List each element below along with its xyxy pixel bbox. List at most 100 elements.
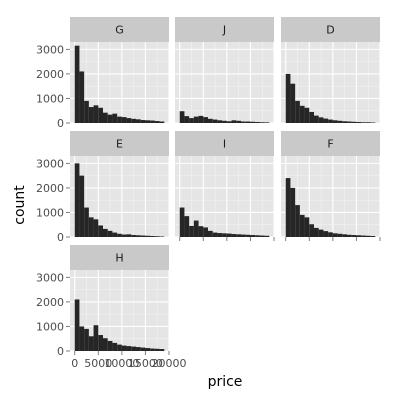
histogram-bar: [255, 122, 260, 123]
histogram-bar: [159, 121, 165, 123]
histogram-bar: [117, 233, 122, 237]
y-axis-title: count: [12, 185, 28, 225]
histogram-bar: [140, 235, 146, 237]
histogram-bar: [117, 116, 122, 123]
histogram-bar: [217, 120, 223, 123]
histogram-bar: [126, 346, 132, 351]
histogram-bar: [121, 117, 127, 123]
histogram-bar: [98, 335, 103, 351]
histogram-bar: [154, 121, 160, 123]
histogram-bar: [154, 236, 160, 237]
histogram-bar: [241, 121, 246, 123]
histogram-bar: [150, 236, 155, 237]
histogram-bar: [193, 116, 199, 123]
facet-panel-h: H: [70, 245, 170, 352]
histogram-bar: [150, 120, 155, 123]
histogram-bar: [112, 232, 118, 237]
histogram-bar: [304, 217, 310, 237]
histogram-bar: [217, 233, 223, 237]
histogram-bar: [236, 120, 241, 123]
histogram-bar: [193, 220, 199, 237]
histogram-bar: [356, 122, 362, 123]
y-tick-label: 2000: [36, 68, 64, 81]
histogram-bar: [332, 233, 338, 237]
histogram-bar: [309, 111, 314, 123]
histogram-bar: [285, 73, 291, 123]
histogram-bar: [342, 234, 347, 237]
y-tick-label: 2000: [36, 296, 64, 309]
histogram-bar: [145, 120, 151, 123]
histogram-bar: [121, 234, 127, 237]
histogram-bar: [222, 233, 227, 237]
histogram-bar: [290, 187, 296, 237]
y-tick-label: 0: [57, 117, 64, 130]
y-tick-label: 1000: [36, 206, 64, 219]
histogram-bar: [74, 163, 80, 237]
histogram-bar: [98, 225, 103, 237]
histogram-bar: [208, 118, 213, 123]
histogram-bar: [79, 71, 85, 123]
histogram-bar: [79, 326, 85, 351]
histogram-bar: [84, 328, 89, 351]
histogram-bar: [231, 234, 237, 237]
facet-panel-d: D: [281, 17, 381, 124]
histogram-bar: [304, 107, 310, 123]
histogram-bar: [361, 122, 366, 123]
histogram-bar: [203, 117, 208, 123]
histogram-bar: [323, 231, 329, 237]
facet-panels: G J D E I F H: [70, 17, 381, 352]
facet-panel-g: G: [70, 17, 170, 124]
histogram-bar: [145, 348, 151, 351]
histogram-bar: [131, 346, 136, 351]
histogram-bar: [184, 216, 190, 237]
x-axis-title: price: [208, 374, 243, 390]
histogram-bar: [150, 348, 155, 351]
histogram-bar: [332, 120, 338, 123]
histogram-bar: [179, 111, 185, 123]
y-tick-label: 0: [57, 231, 64, 244]
histogram-bar: [295, 205, 300, 237]
y-tick-label: 1000: [36, 92, 64, 105]
histogram-bar: [245, 234, 251, 237]
histogram-bar: [159, 349, 165, 351]
y-tick-label: 1000: [36, 320, 64, 333]
histogram-bar: [236, 234, 241, 237]
facet-panel-j: J: [175, 17, 275, 124]
histogram-bar: [103, 228, 108, 237]
histogram-bar: [88, 217, 94, 237]
histogram-bar: [189, 118, 194, 123]
y-axes: 0 1000 2000 3000 0 1000 2000 3000 0 1000 2000 3000: [36, 43, 70, 358]
facet-strip: [70, 17, 169, 42]
histogram-bar: [84, 100, 89, 123]
histogram-bar: [131, 235, 136, 237]
histogram-bar: [126, 234, 132, 237]
histogram-bar: [74, 299, 80, 351]
histogram-bar: [255, 235, 260, 237]
histogram-bar: [245, 121, 251, 123]
histogram-bar: [259, 235, 265, 237]
histogram-bar: [136, 235, 141, 237]
y-tick-label: 3000: [36, 271, 64, 284]
histogram-bar: [184, 116, 190, 123]
facet-strip-label: D: [326, 24, 334, 37]
histogram-bar: [93, 325, 99, 351]
histogram-bar: [347, 121, 352, 123]
histogram-bar: [84, 207, 89, 237]
histogram-bar: [299, 105, 305, 123]
histogram-bar: [145, 235, 151, 237]
histogram-bar: [365, 122, 371, 123]
histogram-bar: [189, 225, 194, 237]
x-tick-label: 10000: [104, 357, 139, 370]
histogram-bar: [154, 348, 160, 351]
facet-strip: [70, 131, 169, 156]
histogram-bar: [117, 344, 122, 351]
histogram-bar: [323, 118, 329, 123]
histogram-bar: [107, 230, 113, 237]
histogram-bar: [93, 219, 99, 237]
histogram-bar: [79, 175, 85, 237]
histogram-bar: [314, 227, 319, 237]
y-tick-label: 2000: [36, 182, 64, 195]
histogram-bar: [328, 119, 333, 123]
